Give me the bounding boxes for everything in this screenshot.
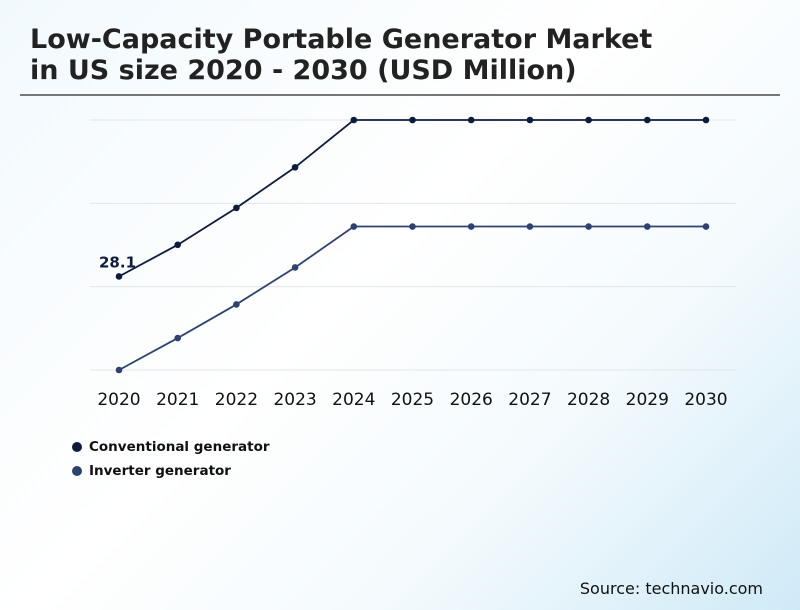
legend-marker-icon: [72, 466, 82, 476]
x-tick-label: 2021: [156, 390, 199, 410]
x-tick-label: 2027: [508, 390, 551, 410]
x-tick-label: 2029: [626, 390, 669, 410]
x-tick-label: 2030: [684, 390, 727, 410]
title-line-1: Low-Capacity Portable Generator Market: [30, 24, 653, 55]
title-line-2: in US size 2020 - 2030 (USD Million): [30, 55, 577, 86]
data-point: [174, 334, 181, 342]
data-point: [291, 264, 299, 271]
data-point: [585, 223, 592, 230]
data-label: 28.1: [99, 253, 136, 271]
x-tick-label: 2026: [450, 390, 493, 410]
data-point: [585, 116, 592, 124]
legend-label: Conventional generator: [89, 439, 270, 455]
data-point: [702, 223, 710, 230]
x-tick-label: 2022: [215, 390, 258, 410]
title-divider: [20, 94, 780, 96]
x-tick-label: 2025: [391, 390, 434, 410]
data-point: [467, 116, 475, 124]
data-point: [702, 116, 710, 124]
legend-label: Inverter generator: [89, 463, 231, 479]
legend-item-conventional: Conventional generator: [72, 435, 270, 459]
source-credit: Source: technavio.com: [579, 579, 763, 598]
data-point: [174, 241, 181, 249]
x-tick-label: 2023: [273, 390, 316, 410]
data-point: [409, 116, 416, 124]
data-point: [115, 273, 123, 280]
data-point: [233, 204, 240, 212]
data-point: [409, 223, 416, 230]
data-point: [526, 223, 534, 230]
data-point: [233, 301, 240, 308]
data-point: [350, 116, 358, 124]
x-tick-label: 2024: [332, 390, 375, 410]
legend-marker-icon: [72, 442, 82, 452]
x-tick-label: 2020: [97, 390, 140, 410]
legend-item-inverter: Inverter generator: [72, 459, 270, 483]
data-point: [644, 223, 651, 230]
data-point: [644, 116, 651, 124]
x-tick-label: 2028: [567, 390, 610, 410]
chart-title: Low-Capacity Portable Generator Market i…: [30, 24, 652, 86]
legend: Conventional generator Inverter generato…: [72, 435, 270, 483]
data-point: [526, 116, 534, 124]
series-line-0: [118, 119, 706, 278]
series-line-1: [118, 225, 706, 371]
data-point: [115, 366, 123, 374]
data-point: [350, 223, 358, 230]
data-point: [467, 223, 475, 230]
data-point: [291, 163, 299, 171]
